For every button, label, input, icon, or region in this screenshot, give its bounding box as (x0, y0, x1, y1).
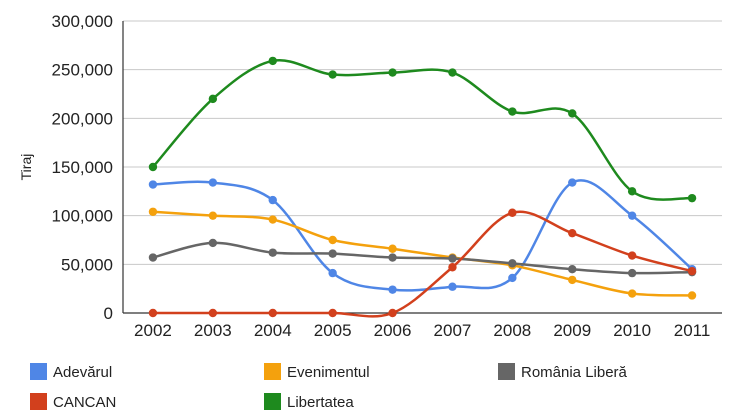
legend-swatch (264, 393, 281, 410)
data-point-romania-libera-2004 (268, 248, 277, 257)
data-point-libertatea-2009 (568, 109, 577, 118)
data-point-romania-libera-2007 (448, 254, 457, 263)
data-point-evenimentul-2003 (208, 211, 218, 220)
data-point-cancan-2007 (448, 263, 457, 272)
tick-labels: 0 50,000 100,000 150,000 200,000 250,000 300,0… (52, 12, 711, 340)
data-point-libertatea-2002 (148, 162, 158, 172)
legend-label: Libertatea (287, 394, 354, 411)
data-point-evenimentul-2011 (687, 291, 697, 300)
x-tick-label: 2009 (553, 321, 591, 340)
data-point-adevarul-2007 (448, 282, 457, 291)
series-romania-libera (148, 238, 697, 278)
data-point-evenimentul-2004 (268, 215, 277, 224)
y-tick-label: 200,000 (52, 109, 113, 128)
data-point-cancan-2006 (388, 308, 397, 318)
data-point-cancan-2002 (148, 308, 158, 318)
data-point-cancan-2008 (508, 208, 517, 217)
data-point-cancan-2005 (328, 308, 337, 318)
data-point-adevarul-2008 (508, 273, 517, 283)
series-cancan (148, 208, 697, 318)
data-point-libertatea-2011 (687, 193, 697, 203)
data-point-evenimentul-2002 (148, 207, 158, 216)
legend-item-romania-libera: România Liberă (498, 363, 628, 381)
data-point-adevarul-2005 (328, 268, 337, 278)
series-line-adevarul (152, 179, 693, 292)
x-tick-label: 2002 (134, 321, 172, 340)
data-point-romania-libera-2002 (148, 253, 158, 262)
data-point-libertatea-2003 (208, 94, 218, 104)
x-tick-label: 2010 (613, 321, 651, 340)
x-tick-label: 2003 (194, 321, 232, 340)
data-point-evenimentul-2010 (627, 289, 637, 298)
series-line-cancan (152, 210, 693, 318)
data-point-evenimentul-2006 (388, 244, 397, 253)
data-point-romania-libera-2005 (328, 249, 337, 258)
legend-item-cancan: CANCAN (30, 393, 116, 411)
data-point-adevarul-2003 (208, 178, 218, 187)
data-point-cancan-2003 (208, 308, 218, 318)
legend: Adevărul Evenimentul România Liberă CANCAN L… (30, 363, 628, 411)
data-point-romania-libera-2010 (627, 268, 637, 278)
series-line-libertatea (152, 58, 693, 201)
series-line-evenimentul (152, 210, 693, 297)
data-point-cancan-2011 (687, 266, 697, 276)
data-point-romania-libera-2006 (388, 253, 397, 262)
legend-swatch (30, 363, 47, 380)
legend-item-evenimentul: Evenimentul (264, 363, 370, 381)
data-point-libertatea-2007 (448, 68, 457, 77)
data-point-adevarul-2010 (627, 211, 637, 220)
data-point-adevarul-2004 (268, 195, 277, 205)
series-line-romania-libera (152, 241, 693, 275)
y-tick-label: 50,000 (61, 255, 113, 274)
y-axis-label: Tiraj (18, 154, 34, 181)
y-tick-label: 0 (104, 304, 113, 323)
data-point-libertatea-2010 (627, 187, 637, 196)
data-point-adevarul-2002 (148, 180, 158, 189)
x-tick-label: 2004 (254, 321, 292, 340)
grid-lines (123, 20, 722, 265)
series-group (148, 56, 697, 318)
legend-label: România Liberă (521, 364, 628, 381)
data-point-cancan-2009 (568, 228, 577, 238)
legend-swatch (30, 393, 47, 410)
y-tick-label: 250,000 (52, 61, 113, 80)
legend-item-adevarul: Adevărul (30, 363, 112, 381)
legend-label: Evenimentul (287, 364, 370, 381)
data-point-cancan-2004 (268, 308, 277, 318)
series-libertatea (148, 56, 697, 203)
x-tick-label: 2006 (374, 321, 412, 340)
y-tick-label: 100,000 (52, 207, 113, 226)
data-point-adevarul-2006 (388, 285, 397, 294)
data-point-romania-libera-2009 (568, 265, 577, 274)
x-tick-label: 2011 (674, 321, 711, 340)
x-tick-label: 2008 (493, 321, 531, 340)
data-point-romania-libera-2008 (508, 259, 517, 268)
legend-label: Adevărul (53, 364, 112, 381)
y-tick-label: 300,000 (52, 12, 113, 31)
data-point-adevarul-2009 (568, 178, 577, 187)
legend-label: CANCAN (53, 394, 116, 411)
data-point-libertatea-2006 (388, 68, 397, 77)
data-point-libertatea-2004 (268, 56, 277, 66)
data-point-cancan-2010 (627, 251, 637, 260)
x-tick-label: 2005 (314, 321, 352, 340)
data-point-evenimentul-2009 (568, 275, 577, 285)
series-adevarul (148, 178, 697, 294)
data-point-libertatea-2008 (508, 107, 517, 116)
data-point-libertatea-2005 (328, 70, 337, 79)
series-evenimentul (148, 207, 697, 300)
legend-swatch (264, 363, 281, 380)
x-tick-label: 2007 (434, 321, 472, 340)
legend-item-libertatea: Libertatea (264, 393, 354, 411)
data-point-evenimentul-2005 (328, 235, 337, 245)
data-point-romania-libera-2003 (208, 238, 218, 248)
y-tick-label: 150,000 (52, 158, 113, 177)
legend-swatch (498, 363, 515, 380)
